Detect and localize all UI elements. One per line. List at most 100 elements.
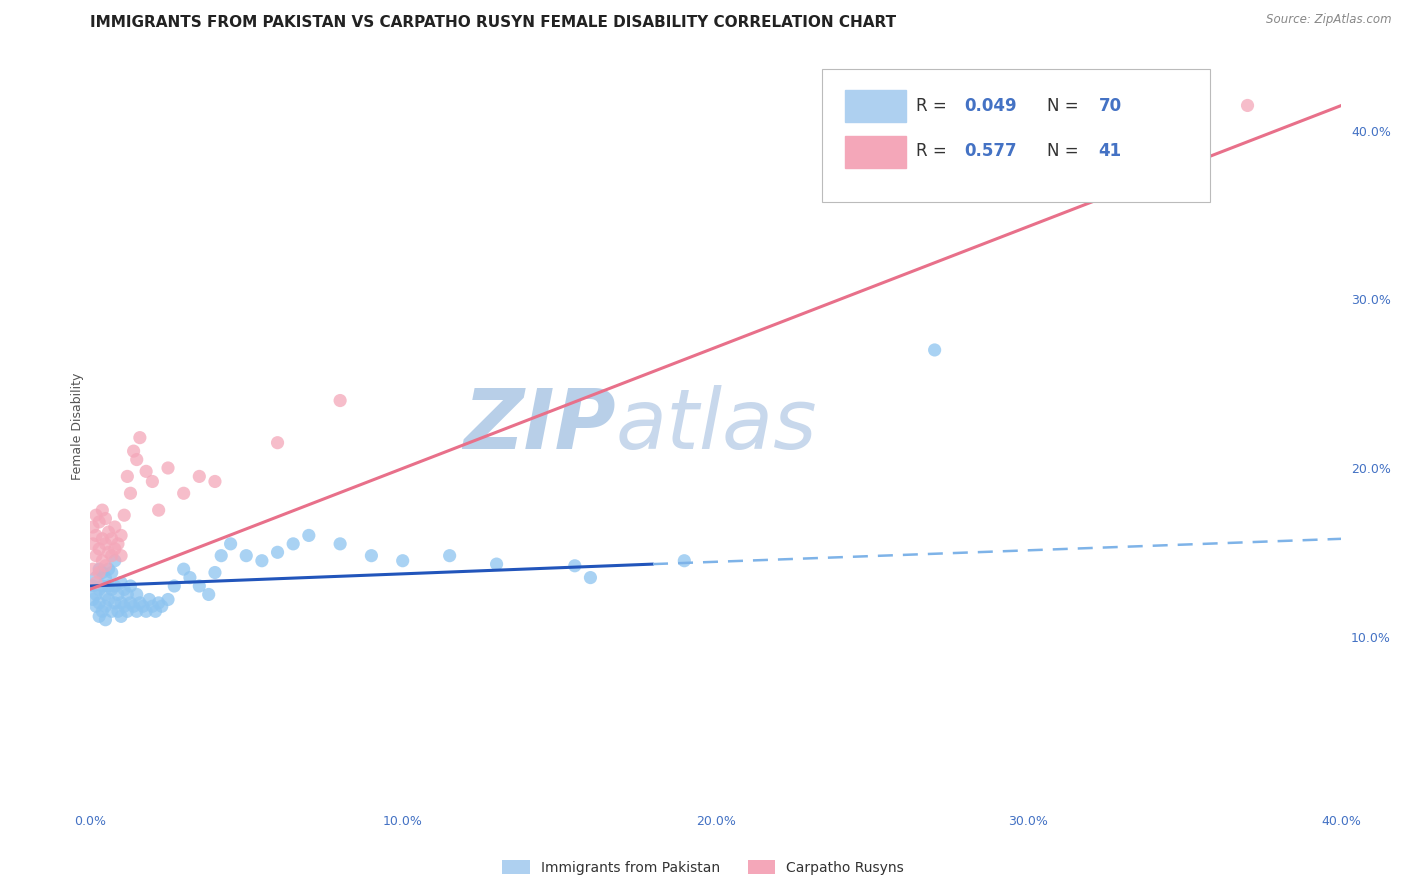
Point bbox=[110, 575, 132, 590]
Point bbox=[91, 604, 114, 618]
Point bbox=[107, 604, 129, 618]
Point bbox=[250, 554, 273, 568]
Point bbox=[84, 508, 107, 523]
Point bbox=[188, 579, 211, 593]
Point bbox=[485, 557, 508, 571]
Point bbox=[173, 562, 195, 576]
Text: IMMIGRANTS FROM PAKISTAN VS CARPATHO RUSYN FEMALE DISABILITY CORRELATION CHART: IMMIGRANTS FROM PAKISTAN VS CARPATHO RUS… bbox=[90, 15, 896, 30]
Text: R =: R = bbox=[915, 142, 952, 161]
Point bbox=[100, 549, 122, 563]
Point bbox=[82, 579, 104, 593]
Point bbox=[100, 604, 122, 618]
Point bbox=[673, 554, 696, 568]
Point bbox=[104, 520, 127, 534]
Point bbox=[163, 579, 186, 593]
Point bbox=[82, 592, 104, 607]
Point bbox=[122, 599, 145, 614]
Point bbox=[82, 562, 104, 576]
Point bbox=[82, 520, 104, 534]
FancyBboxPatch shape bbox=[845, 90, 905, 122]
Point bbox=[110, 528, 132, 542]
Point bbox=[112, 582, 135, 597]
Text: N =: N = bbox=[1047, 142, 1078, 161]
Point bbox=[135, 604, 157, 618]
Point bbox=[329, 393, 352, 408]
Point bbox=[104, 579, 127, 593]
Point bbox=[107, 537, 129, 551]
Point bbox=[94, 537, 117, 551]
Point bbox=[360, 549, 382, 563]
Y-axis label: Female Disability: Female Disability bbox=[72, 372, 84, 480]
Point bbox=[125, 452, 148, 467]
Point bbox=[266, 435, 288, 450]
Point bbox=[125, 587, 148, 601]
Point bbox=[283, 537, 305, 551]
Point bbox=[128, 431, 150, 445]
Point bbox=[100, 582, 122, 597]
Point bbox=[148, 503, 170, 517]
Point bbox=[100, 532, 122, 546]
Point bbox=[235, 549, 257, 563]
Point bbox=[84, 587, 107, 601]
Point bbox=[107, 587, 129, 601]
Point bbox=[97, 524, 120, 539]
Point bbox=[97, 579, 120, 593]
Text: Source: ZipAtlas.com: Source: ZipAtlas.com bbox=[1267, 13, 1392, 27]
Point bbox=[89, 515, 111, 529]
Point bbox=[104, 554, 127, 568]
Point bbox=[266, 545, 288, 559]
Text: 70: 70 bbox=[1098, 96, 1122, 115]
Point bbox=[91, 554, 114, 568]
Point bbox=[100, 566, 122, 580]
Point bbox=[138, 592, 160, 607]
Point bbox=[173, 486, 195, 500]
Legend: Immigrants from Pakistan, Carpatho Rusyns: Immigrants from Pakistan, Carpatho Rusyn… bbox=[496, 855, 910, 880]
Point bbox=[94, 587, 117, 601]
Point bbox=[128, 596, 150, 610]
Point bbox=[145, 604, 167, 618]
FancyBboxPatch shape bbox=[845, 136, 905, 168]
Point bbox=[112, 599, 135, 614]
Point bbox=[150, 599, 173, 614]
Point bbox=[120, 579, 142, 593]
Point bbox=[91, 532, 114, 546]
Point bbox=[89, 582, 111, 597]
Point bbox=[84, 599, 107, 614]
Text: N =: N = bbox=[1047, 96, 1078, 115]
Point bbox=[141, 475, 163, 489]
Point bbox=[298, 528, 321, 542]
Point bbox=[112, 508, 135, 523]
Point bbox=[91, 503, 114, 517]
Point bbox=[110, 609, 132, 624]
Point bbox=[94, 558, 117, 573]
Point bbox=[579, 571, 602, 585]
Point bbox=[97, 592, 120, 607]
Point bbox=[89, 562, 111, 576]
Point bbox=[439, 549, 461, 563]
Point bbox=[82, 537, 104, 551]
Point bbox=[117, 587, 139, 601]
Point bbox=[89, 596, 111, 610]
Point bbox=[94, 511, 117, 525]
Point bbox=[219, 537, 242, 551]
Text: 0.049: 0.049 bbox=[965, 96, 1018, 115]
Point bbox=[84, 528, 107, 542]
Point bbox=[89, 609, 111, 624]
Point bbox=[84, 571, 107, 585]
Point bbox=[135, 464, 157, 478]
Point bbox=[924, 343, 946, 357]
Text: 41: 41 bbox=[1098, 142, 1122, 161]
Point bbox=[89, 566, 111, 580]
Point bbox=[329, 537, 352, 551]
Point bbox=[110, 596, 132, 610]
Point bbox=[157, 592, 180, 607]
Point bbox=[104, 596, 127, 610]
Point bbox=[204, 566, 226, 580]
Point bbox=[97, 562, 120, 576]
Point bbox=[141, 599, 163, 614]
Point bbox=[1236, 98, 1258, 112]
Point bbox=[94, 613, 117, 627]
Point bbox=[132, 599, 155, 614]
Point bbox=[89, 541, 111, 556]
Point bbox=[197, 587, 219, 601]
